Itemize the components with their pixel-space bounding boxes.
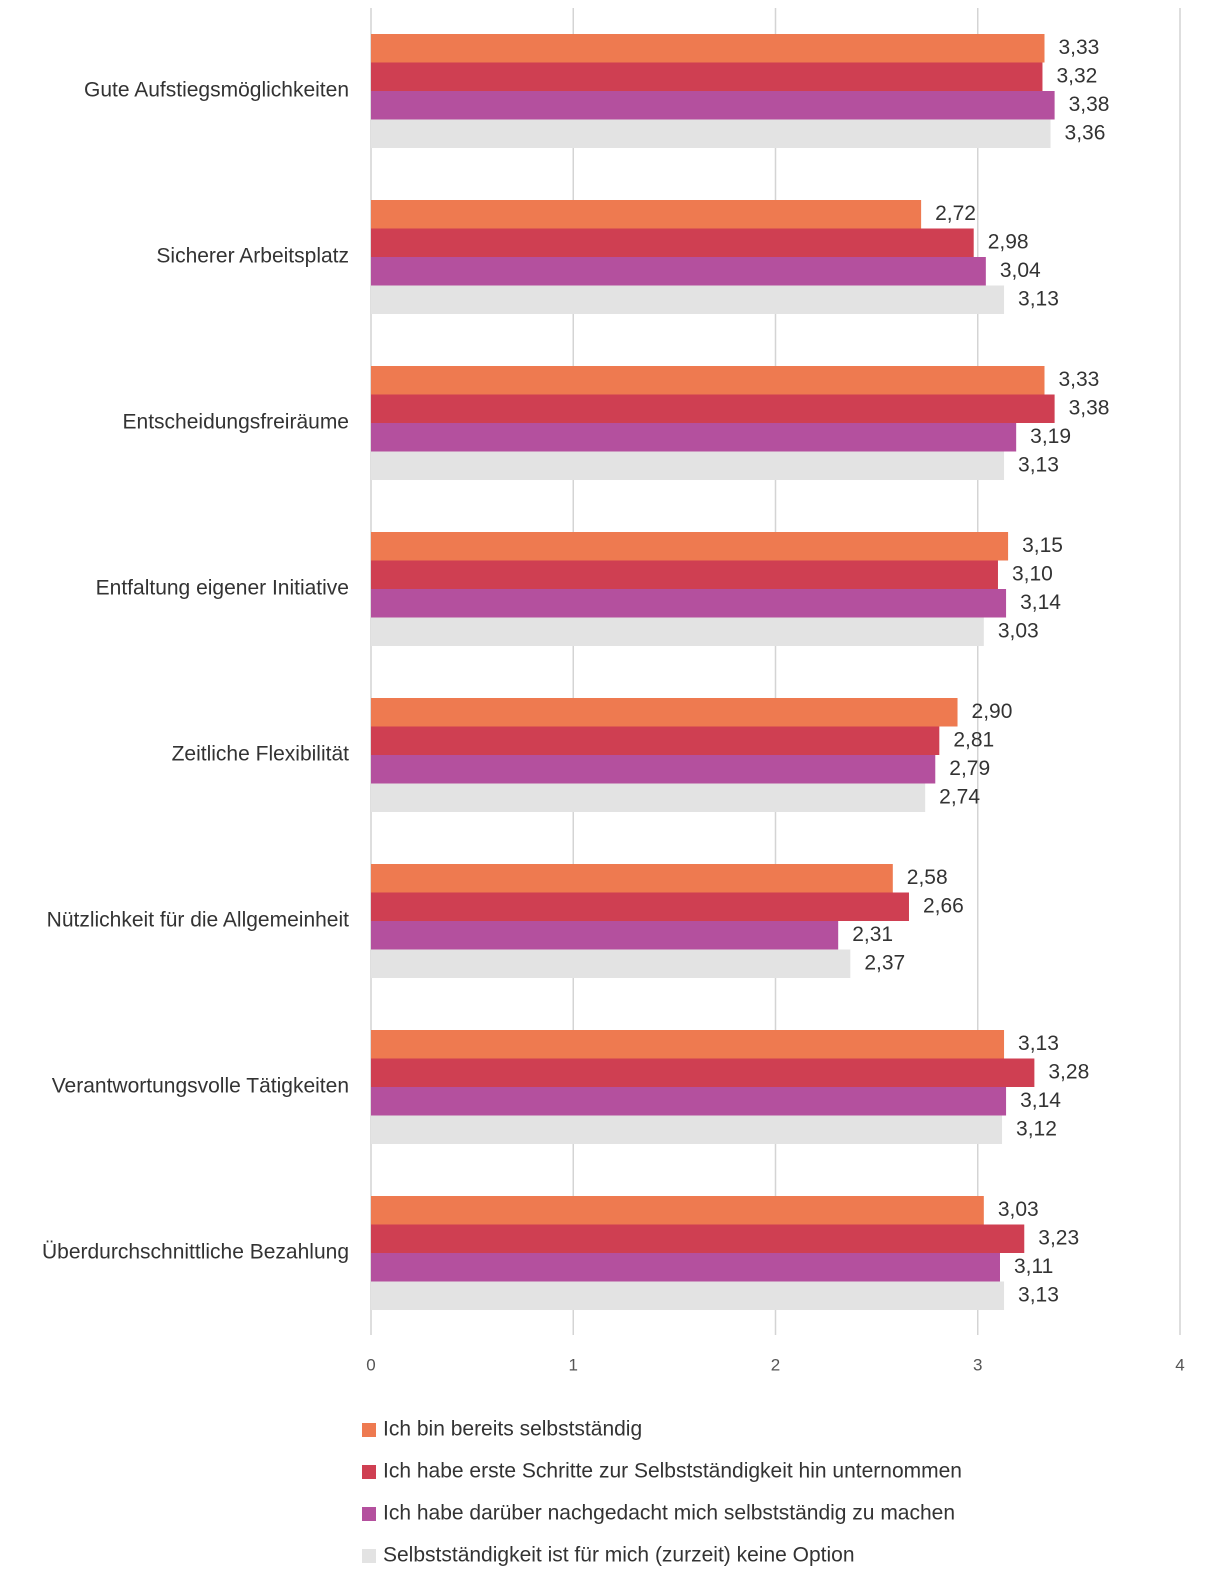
bar: [371, 1115, 1003, 1144]
bar: [371, 726, 940, 755]
category-label: Zeitliche Flexibilität: [172, 743, 350, 766]
bar: [371, 1058, 1035, 1087]
category-label: Verantwortungsvolle Tätigkeiten: [52, 1075, 349, 1098]
bar: [371, 1224, 1025, 1253]
bar: [371, 1196, 984, 1225]
bar: [371, 864, 893, 893]
value-label: 2,31: [852, 923, 893, 946]
value-label: 3,10: [1012, 562, 1053, 585]
bar: [371, 62, 1043, 91]
value-label: 2,98: [988, 230, 1029, 253]
category-label: Sicherer Arbeitsplatz: [156, 245, 349, 268]
value-label: 3,13: [1018, 287, 1059, 310]
value-label: 3,03: [998, 619, 1039, 642]
value-label: 3,13: [1018, 1283, 1059, 1306]
category-label: Entfaltung eigener Initiative: [96, 577, 349, 600]
value-label: 3,12: [1016, 1117, 1057, 1140]
value-label: 3,28: [1048, 1060, 1089, 1083]
value-label: 3,04: [1000, 259, 1041, 282]
x-tick-label: 0: [366, 1355, 375, 1374]
value-label: 3,38: [1069, 396, 1110, 419]
legend-swatch: [362, 1549, 376, 1563]
x-tick-label: 2: [771, 1355, 780, 1374]
value-label: 2,37: [864, 951, 905, 974]
value-label: 2,72: [935, 202, 976, 225]
category-label: Überdurchschnittliche Bezahlung: [42, 1241, 349, 1264]
bar: [371, 423, 1017, 452]
value-label: 2,79: [949, 757, 990, 780]
legend-label: Ich habe erste Schritte zur Selbstständi…: [383, 1460, 962, 1483]
bar: [371, 394, 1055, 423]
value-label: 3,03: [998, 1198, 1039, 1221]
bar: [371, 1030, 1005, 1059]
bar: [371, 617, 984, 646]
value-label: 3,14: [1020, 1089, 1061, 1112]
legend-swatch: [362, 1423, 376, 1437]
value-label: 3,32: [1056, 64, 1097, 87]
x-tick-label: 1: [569, 1355, 578, 1374]
bar: [371, 91, 1055, 120]
legend-label: Ich bin bereits selbstständig: [383, 1418, 642, 1441]
legend-swatch: [362, 1465, 376, 1479]
bar: [371, 949, 851, 978]
value-label: 2,74: [939, 785, 980, 808]
value-label: 3,13: [1018, 1032, 1059, 1055]
value-label: 3,36: [1065, 121, 1106, 144]
value-label: 2,66: [923, 894, 964, 917]
value-label: 3,33: [1058, 368, 1099, 391]
bar: [371, 119, 1051, 148]
value-label: 3,33: [1058, 36, 1099, 59]
category-label: Nützlichkeit für die Allgemeinheit: [47, 909, 349, 932]
bar: [371, 560, 998, 589]
legend-label: Ich habe darüber nachgedacht mich selbst…: [383, 1502, 955, 1525]
bar: [371, 892, 909, 921]
bar: [371, 1253, 1000, 1282]
bar: [371, 228, 974, 257]
legend-swatch: [362, 1507, 376, 1521]
bar: [371, 921, 839, 950]
category-label: Entscheidungsfreiräume: [123, 411, 349, 434]
bar: [371, 589, 1007, 618]
bar: [371, 257, 986, 286]
value-label: 3,11: [1014, 1255, 1053, 1278]
value-label: 3,19: [1030, 425, 1071, 448]
value-label: 3,38: [1069, 93, 1110, 116]
bar: [371, 532, 1009, 561]
x-tick-label: 4: [1175, 1355, 1184, 1374]
value-label: 2,90: [972, 700, 1013, 723]
value-label: 3,14: [1020, 591, 1061, 614]
legend-label: Selbstständigkeit ist für mich (zurzeit)…: [383, 1544, 855, 1567]
bar: [371, 1281, 1005, 1310]
bar: [371, 698, 958, 727]
x-tick-label: 3: [973, 1355, 982, 1374]
value-label: 2,58: [907, 866, 948, 889]
bar: [371, 366, 1045, 395]
category-label: Gute Aufstiegsmöglichkeiten: [84, 79, 349, 102]
value-label: 2,81: [953, 728, 994, 751]
bar: [371, 200, 922, 229]
bar: [371, 34, 1045, 63]
bar: [371, 1087, 1007, 1116]
bar: [371, 783, 926, 812]
bar: [371, 451, 1005, 480]
bar: [371, 285, 1005, 314]
value-label: 3,15: [1022, 534, 1063, 557]
value-label: 3,23: [1038, 1226, 1079, 1249]
value-label: 3,13: [1018, 453, 1059, 476]
bar: [371, 755, 936, 784]
